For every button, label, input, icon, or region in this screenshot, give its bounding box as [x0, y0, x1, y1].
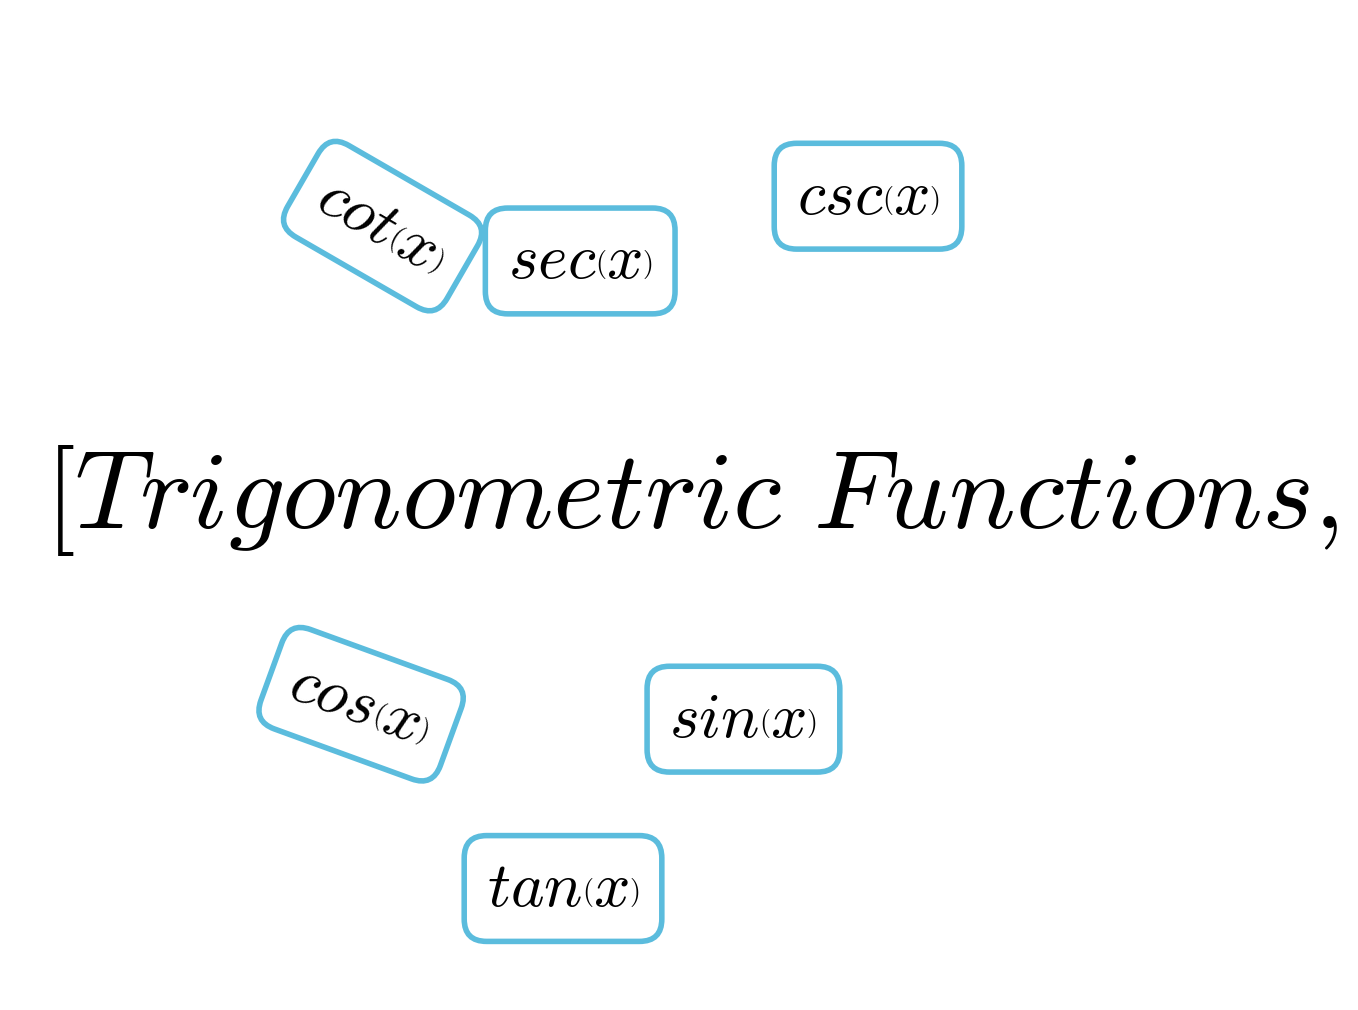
Text: $\mathit{sec\left(x\right)}$: $\mathit{sec\left(x\right)}$	[508, 230, 653, 292]
Text: $\mathit{cos\left(x\right)}$: $\mathit{cos\left(x\right)}$	[282, 650, 440, 758]
Text: $\mathit{tan\left(x\right)}$: $\mathit{tan\left(x\right)}$	[486, 857, 640, 919]
Text: $\mathit{csc\left(x\right)}$: $\mathit{csc\left(x\right)}$	[797, 166, 940, 226]
Text: $\mathit{sin\left(x\right)}$: $\mathit{sin\left(x\right)}$	[669, 689, 818, 749]
Text: $\frac{d}{dx}$ $[Trigonometric\ Functions,x]$: $\frac{d}{dx}$ $[Trigonometric\ Function…	[0, 429, 1358, 581]
Text: $\mathit{cot\left(x\right)}$: $\mathit{cot\left(x\right)}$	[307, 165, 458, 288]
